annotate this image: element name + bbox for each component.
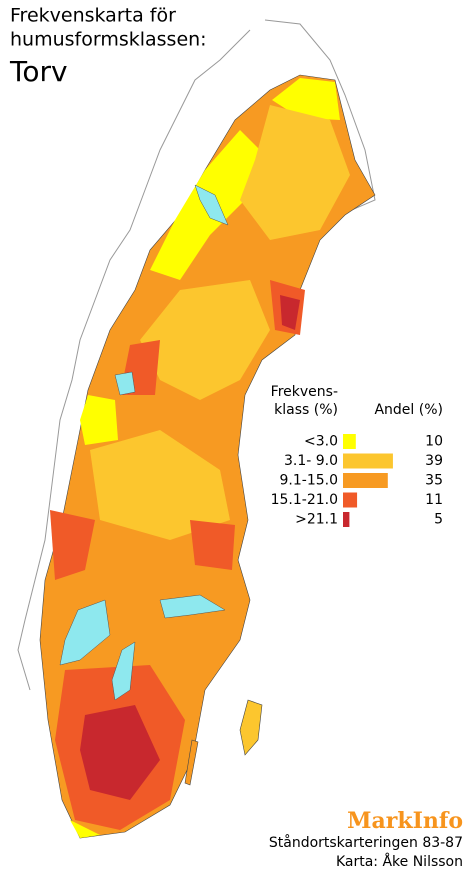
legend-class-label: <3.0 xyxy=(304,434,338,450)
border-outline xyxy=(17,19,376,691)
legend-bar xyxy=(343,473,388,488)
lakes xyxy=(59,184,229,701)
map-regions xyxy=(50,78,350,838)
legend-value: 5 xyxy=(434,512,443,528)
legend-class-label: 3.1- 9.0 xyxy=(284,453,338,469)
oland xyxy=(184,739,199,786)
legend-bar xyxy=(343,434,356,449)
legend-bar xyxy=(343,492,358,508)
brand: MarkInfo xyxy=(347,808,463,834)
legend-bar xyxy=(343,512,350,527)
legend-class-label: 15.1-21.0 xyxy=(271,492,338,508)
credit: Karta: Åke Nilsson xyxy=(336,853,463,870)
title-line: Frekvenskarta för xyxy=(10,5,176,27)
legend-value: 35 xyxy=(425,473,443,489)
legend-header: Andel (%) xyxy=(374,402,443,418)
gotland xyxy=(239,699,263,756)
legend: Frekvens- klass (%) Andel (%) <3.0 10 3.1-… xyxy=(271,384,443,528)
legend-header: Frekvens- xyxy=(271,384,338,400)
legend-bar xyxy=(343,453,393,469)
legend-value: 11 xyxy=(425,492,443,508)
legend-class-label: >21.1 xyxy=(295,512,338,528)
legend-class-label: 9.1-15.0 xyxy=(280,473,339,489)
legend-value: 39 xyxy=(425,453,443,469)
title-line: humusformsklassen: xyxy=(10,29,207,51)
credit: Ståndortskarteringen 83-87 xyxy=(269,834,463,851)
legend-value: 10 xyxy=(425,434,443,450)
sweden-map xyxy=(39,74,376,839)
legend-header: klass (%) xyxy=(274,402,338,418)
subtitle: Torv xyxy=(9,55,68,88)
